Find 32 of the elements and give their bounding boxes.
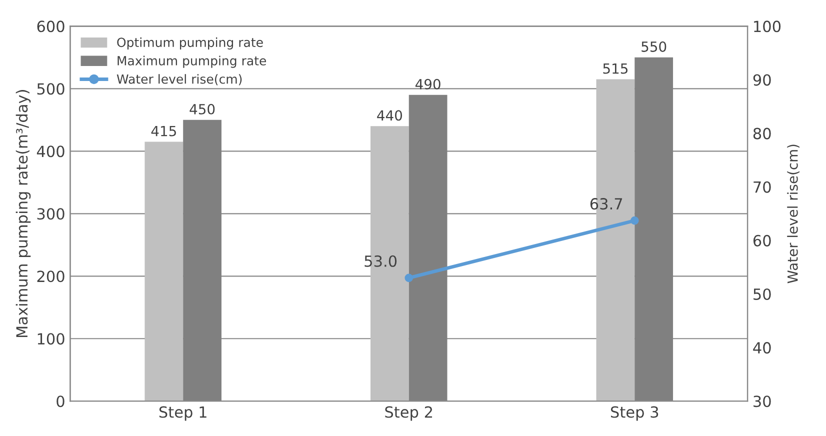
y2-axis-title: Water level rise(cm) — [787, 144, 800, 284]
y2-tick-label: 50 — [754, 288, 771, 300]
x-tick-label: Step 1 — [159, 406, 206, 421]
data-label: 515 — [603, 63, 628, 74]
y-tick-label: 200 — [37, 270, 64, 282]
y2-tick-label: 30 — [754, 396, 771, 408]
y-tick-label: 100 — [38, 333, 64, 345]
data-label: 53.0 — [364, 255, 397, 267]
data-label: 490 — [415, 78, 440, 90]
y2-tick-label: 80 — [753, 128, 771, 140]
y-tick-label: 500 — [37, 83, 64, 95]
legend-label: Maximum pumping rate — [118, 56, 266, 68]
y-axis-title: Maximum pumping rate(m³/day) — [16, 90, 31, 338]
legend-label: Water level rise(cm) — [116, 74, 242, 86]
y2-tick-label: 60 — [753, 234, 771, 246]
data-label: 415 — [151, 126, 176, 136]
y2-tick-label: 40 — [753, 342, 771, 354]
data-label: 63.7 — [590, 198, 622, 210]
x-tick-label: Step 2 — [385, 406, 432, 421]
data-label: 550 — [642, 41, 666, 52]
y-tick-label: 0 — [56, 396, 64, 408]
data-label: 450 — [190, 104, 215, 114]
y2-tick-label: 90 — [753, 74, 771, 86]
y-tick-label: 600 — [37, 20, 64, 32]
y-tick-label: 400 — [36, 146, 64, 158]
legend-label: Optimum pumping rate — [117, 37, 263, 50]
x-tick-label: Step 3 — [610, 406, 658, 421]
y2-tick-label: 70 — [754, 181, 771, 193]
y2-tick-label: 100 — [754, 20, 781, 32]
y-tick-label: 300 — [37, 208, 64, 220]
bar — [144, 142, 184, 402]
data-label: 440 — [377, 110, 402, 121]
